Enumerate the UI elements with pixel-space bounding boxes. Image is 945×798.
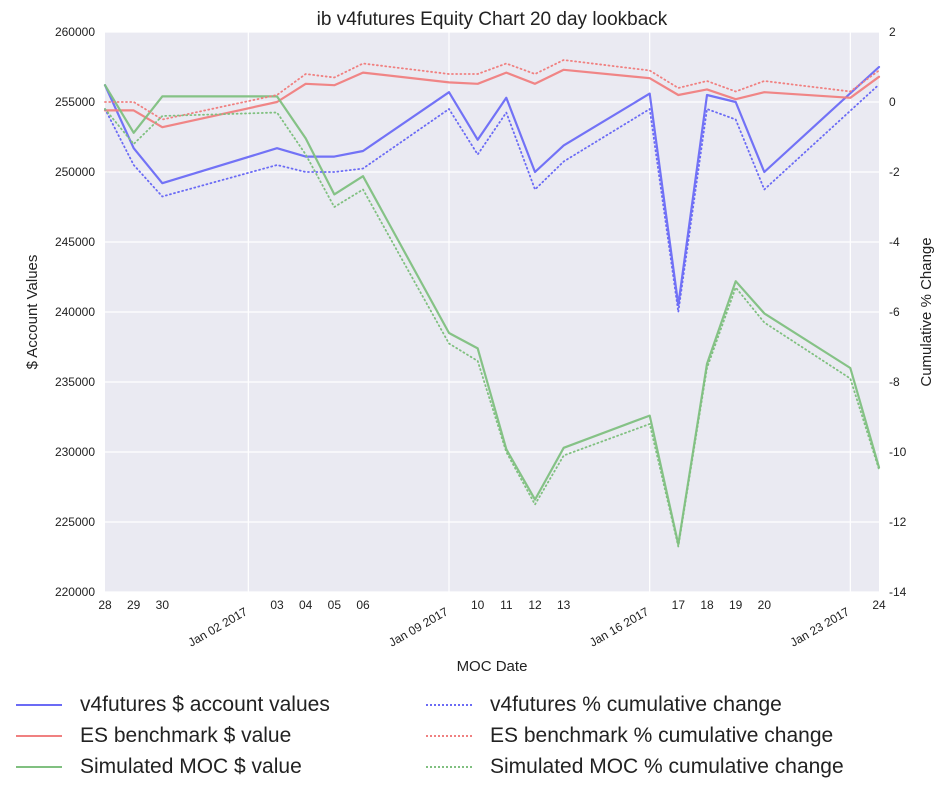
y-tick-label-right: -4 [889,235,900,249]
x-tick-label: 28 [98,598,112,612]
y-tick-label-left: 235000 [55,375,95,389]
y-axis-title-right: Cumulative % Change [918,237,935,386]
equity-chart: 220000 225000 230000 235000 240000 245000 2500… [24,9,935,675]
y-tick-label-left: 225000 [55,515,95,529]
x-tick-label: 13 [557,598,571,612]
x-tick-label: 10 [471,598,485,612]
legend-swatch [426,766,472,768]
legend-item: ES benchmark $ value [16,721,291,751]
x-major-tick-label: Jan 02 2017 [186,604,250,649]
y-tick-label-left: 230000 [55,445,95,459]
x-tick-label: 17 [672,598,686,612]
y-tick-label-left: 245000 [55,235,95,249]
x-tick-label: 04 [299,598,313,612]
chart-title: ib v4futures Equity Chart 20 day lookbac… [317,9,668,30]
y-tick-label-right: -14 [889,585,907,599]
grid-lines [105,31,879,593]
legend-item: ES benchmark % cumulative change [426,721,833,751]
legend-swatch [16,766,62,768]
x-tick-label: 19 [729,598,743,612]
legend-swatch [16,704,62,706]
series-line [104,83,880,313]
legend-item: v4futures $ account values [16,690,330,720]
legend-label: Simulated MOC $ value [80,755,302,778]
x-tick-label: 11 [500,598,513,612]
x-tick-label: 05 [328,598,342,612]
x-tick-label: 29 [127,598,141,612]
x-major-tick-label: Jan 09 2017 [386,604,450,649]
series-lines [103,59,881,548]
x-tick-label: 12 [528,598,542,612]
series-line [103,65,881,307]
legend-label: v4futures % cumulative change [490,693,782,716]
legend-label: ES benchmark % cumulative change [490,724,834,747]
legend-label: Simulated MOC % cumulative change [490,755,844,778]
legend-item: Simulated MOC $ value [16,752,302,782]
y-tick-label-left: 255000 [55,95,95,109]
y-tick-label-left: 220000 [55,585,95,599]
legend-item: Simulated MOC % cumulative change [426,752,844,782]
x-major-tick-label: Jan 16 2017 [587,604,651,649]
legend-swatch [426,704,472,706]
y-tick-label-right: -12 [889,515,907,529]
y-tick-label-left: 250000 [55,165,95,179]
x-tick-label: 24 [872,598,886,612]
legend: v4futures $ account values ES benchmark … [16,688,916,788]
legend-label: ES benchmark $ value [80,724,292,747]
y-tick-label-right: -10 [889,445,907,459]
legend-label: v4futures $ account values [80,693,330,716]
series-line [104,59,880,121]
y-tick-label-right: 0 [889,95,896,109]
y-tick-label-left: 240000 [55,305,95,319]
x-tick-label: 03 [270,598,284,612]
legend-swatch [426,735,472,737]
y-tick-label-right: -8 [889,375,900,389]
legend-item: v4futures % cumulative change [426,690,782,720]
y-axis-title-left: $ Account Values [24,255,41,370]
y-tick-label-right: 2 [889,25,896,39]
series-line [103,68,881,129]
y-tick-label-right: -2 [889,165,900,179]
x-axis-title: MOC Date [457,658,528,675]
y-tick-label-left: 260000 [55,25,95,39]
x-tick-label: 20 [758,598,772,612]
x-tick-label: 30 [156,598,170,612]
y-tick-label-right: -6 [889,305,900,319]
x-major-tick-label: Jan 23 2017 [788,604,852,649]
x-tick-label: 18 [700,598,714,612]
x-tick-label: 06 [356,598,370,612]
legend-swatch [16,735,62,737]
